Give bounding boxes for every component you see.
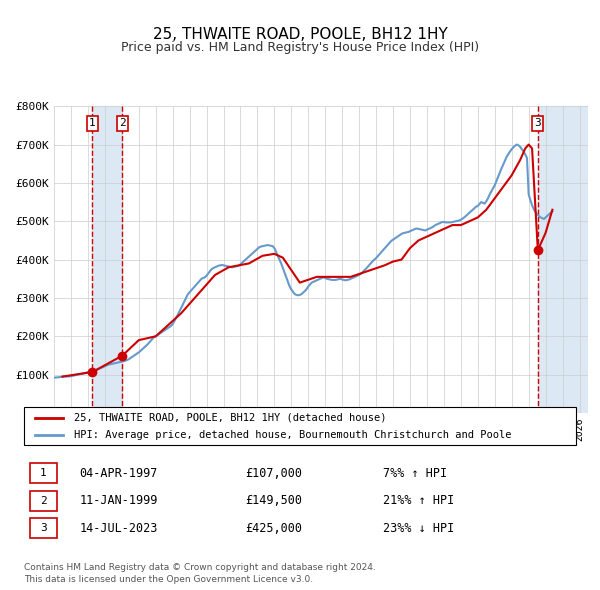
- Text: 23%% ↓ HPI: 23%% ↓ HPI: [383, 522, 454, 535]
- Text: 3: 3: [40, 523, 47, 533]
- Text: 2: 2: [40, 496, 47, 506]
- Text: 21%% ↑ HPI: 21%% ↑ HPI: [383, 494, 454, 507]
- Text: £107,000: £107,000: [245, 467, 302, 480]
- Text: £425,000: £425,000: [245, 522, 302, 535]
- Text: 3: 3: [535, 119, 541, 129]
- Text: 1: 1: [89, 119, 96, 129]
- Text: 11-JAN-1999: 11-JAN-1999: [79, 494, 158, 507]
- FancyBboxPatch shape: [29, 463, 57, 483]
- Text: 7%% ↑ HPI: 7%% ↑ HPI: [383, 467, 447, 480]
- FancyBboxPatch shape: [24, 407, 576, 445]
- Text: This data is licensed under the Open Government Licence v3.0.: This data is licensed under the Open Gov…: [24, 575, 313, 584]
- Bar: [92, 106, 122, 413]
- Text: HPI: Average price, detached house, Bournemouth Christchurch and Poole: HPI: Average price, detached house, Bour…: [74, 430, 511, 440]
- Text: Contains HM Land Registry data © Crown copyright and database right 2024.: Contains HM Land Registry data © Crown c…: [24, 563, 376, 572]
- FancyBboxPatch shape: [29, 518, 57, 538]
- Text: 14-JUL-2023: 14-JUL-2023: [79, 522, 158, 535]
- Text: 1: 1: [40, 468, 47, 478]
- Text: Price paid vs. HM Land Registry's House Price Index (HPI): Price paid vs. HM Land Registry's House …: [121, 41, 479, 54]
- FancyBboxPatch shape: [29, 491, 57, 511]
- Text: 25, THWAITE ROAD, POOLE, BH12 1HY (detached house): 25, THWAITE ROAD, POOLE, BH12 1HY (detac…: [74, 413, 386, 423]
- Text: 04-APR-1997: 04-APR-1997: [79, 467, 158, 480]
- Text: £149,500: £149,500: [245, 494, 302, 507]
- Bar: [538, 106, 588, 413]
- Text: 2: 2: [119, 119, 125, 129]
- Text: 25, THWAITE ROAD, POOLE, BH12 1HY: 25, THWAITE ROAD, POOLE, BH12 1HY: [152, 27, 448, 41]
